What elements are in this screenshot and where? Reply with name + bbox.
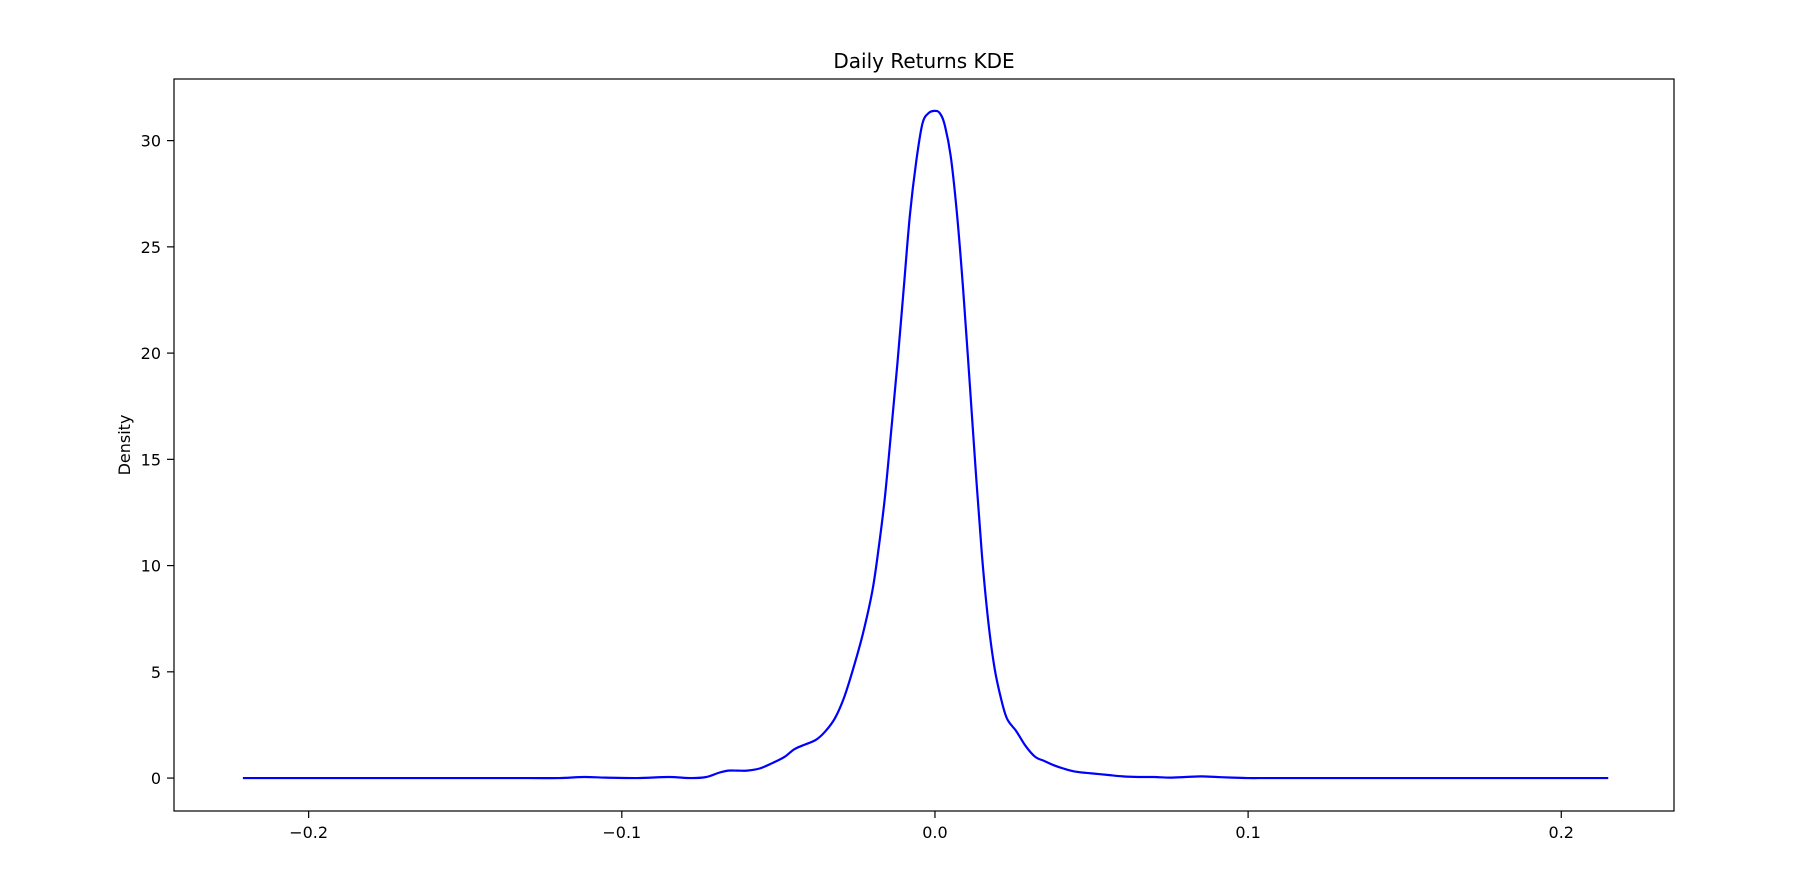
chart-title: Daily Returns KDE	[833, 49, 1014, 73]
x-axis: −0.2 −0.1 0.0 0.1 0.2	[289, 811, 1574, 842]
y-tick-label: 5	[151, 663, 161, 682]
kde-series-line-0	[242, 109, 1609, 780]
y-axis: 0 5 10 15 20 25 30	[141, 132, 174, 788]
x-tick-label: 0.2	[1549, 823, 1574, 842]
plot-frame	[173, 78, 1675, 812]
plot-layer	[242, 109, 1609, 780]
x-tick-label: 0.1	[1235, 823, 1260, 842]
x-tick-label: −0.1	[602, 823, 641, 842]
x-tick-label: 0.0	[922, 823, 947, 842]
x-tick-label: −0.2	[289, 823, 328, 842]
y-tick-label: 25	[141, 238, 161, 257]
y-tick-label: 20	[141, 344, 161, 363]
y-tick-label: 30	[141, 132, 161, 151]
y-tick-label: 10	[141, 557, 161, 576]
y-tick-label: 15	[141, 450, 161, 469]
y-tick-label: 0	[151, 769, 161, 788]
y-axis-label: Density	[115, 415, 134, 476]
